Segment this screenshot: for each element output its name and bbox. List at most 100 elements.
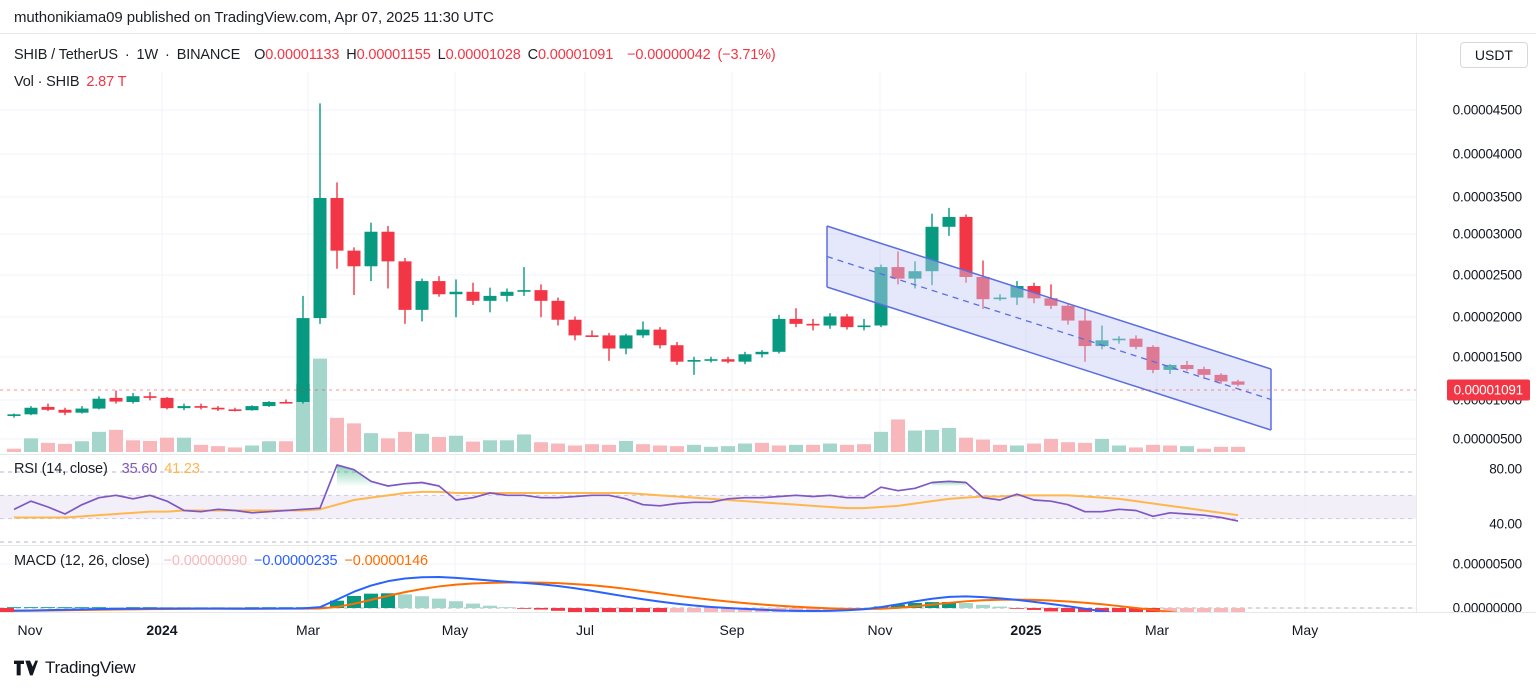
- time-tick-label: Jul: [576, 622, 594, 638]
- axis-tick-label: 0.00000500: [1452, 431, 1523, 447]
- candlestick: [823, 313, 837, 329]
- macd-histogram-bar: [449, 601, 463, 608]
- candlestick: [602, 332, 616, 361]
- volume-bar: [619, 440, 633, 452]
- macd-histogram-bar: [602, 608, 616, 612]
- volume-bar: [925, 429, 939, 452]
- candlestick: [1231, 379, 1245, 387]
- macd-histogram-bar: [891, 604, 905, 608]
- macd-histogram-bar: [1027, 608, 1041, 610]
- axis-tick-label: 0.00003000: [1452, 226, 1523, 242]
- candlestick: [738, 351, 752, 365]
- pane-separator-macd[interactable]: [0, 545, 1536, 546]
- volume-bar: [347, 423, 361, 452]
- time-tick-label: 2025: [1010, 622, 1042, 638]
- volume-bar: [993, 444, 1007, 452]
- macd-histogram-bar: [126, 607, 140, 608]
- candlestick: [58, 407, 72, 416]
- volume-bar: [568, 445, 582, 452]
- candlestick: [840, 313, 854, 330]
- header-divider: [0, 33, 1536, 34]
- axis-tick-label: 40.00: [1489, 516, 1522, 532]
- candlestick: [1163, 364, 1177, 375]
- macd-histogram-bar: [466, 603, 480, 608]
- candlestick: [330, 182, 344, 269]
- volume-bar: [840, 444, 854, 452]
- volume-bar: [1010, 445, 1024, 452]
- time-axis[interactable]: Nov 2024 Mar May Jul Sep Nov 2025 Mar May: [0, 612, 1536, 648]
- macd-histogram-bar: [245, 607, 259, 608]
- volume-bar: [721, 446, 735, 452]
- pane-separator-rsi[interactable]: [0, 454, 1536, 455]
- candlestick: [398, 258, 412, 324]
- price-axis[interactable]: USDT 0.00004500 0.00004000 0.00003500 0.000…: [1416, 34, 1536, 616]
- macd-histogram-bar: [432, 598, 446, 608]
- candlestick: [1197, 366, 1211, 379]
- published-text: muthonikiama09 published on TradingView.…: [14, 8, 494, 26]
- candlestick: [364, 222, 378, 282]
- candlestick: [449, 279, 463, 318]
- candlestick-series: [7, 103, 1245, 418]
- candlestick: [177, 403, 191, 411]
- volume-bar: [483, 440, 497, 452]
- axis-tick-label: 0.00003500: [1452, 189, 1523, 205]
- volume-bar: [194, 444, 208, 452]
- candlestick: [296, 295, 310, 404]
- volume-bar: [823, 443, 837, 452]
- volume-bar: [789, 444, 803, 452]
- macd-histogram-bar: [1078, 608, 1092, 612]
- candlestick: [636, 321, 650, 338]
- candlestick: [41, 403, 55, 412]
- macd-histogram-bar: [806, 608, 820, 612]
- volume-bar: [262, 441, 276, 452]
- current-price-badge[interactable]: 0.00001091: [1446, 379, 1530, 401]
- volume-bar: [755, 442, 769, 452]
- rsi-band-background: [0, 495, 1416, 519]
- macd-histogram-bar: [58, 607, 72, 608]
- candlestick: [160, 397, 174, 410]
- chart-frame: SHIB / TetherUS · 1W · BINANCE O0.00001133 H0.…: [0, 34, 1536, 646]
- macd-histogram-bar: [415, 596, 429, 608]
- volume-bar: [908, 430, 922, 452]
- volume-bar: [857, 444, 871, 452]
- candlestick: [1146, 345, 1160, 374]
- macd-histogram-bar: [483, 605, 497, 608]
- volume-bar: [704, 446, 718, 452]
- time-tick-label: May: [441, 622, 469, 638]
- volume-bar: [126, 440, 140, 452]
- candlestick: [347, 247, 361, 296]
- candlestick: [721, 356, 735, 364]
- candlestick: [466, 282, 480, 305]
- macd-histogram-bar: [942, 602, 956, 608]
- macd-line: [13, 576, 1113, 612]
- volume-bar: [517, 434, 531, 452]
- volume-bar: [1231, 446, 1245, 452]
- volume-bar: [415, 433, 429, 452]
- axis-tick-label: 0.00000500: [1452, 556, 1523, 572]
- macd-histogram-bar: [619, 608, 633, 612]
- macd-histogram-bar: [24, 607, 38, 608]
- candlestick: [75, 406, 89, 414]
- candlestick: [1180, 360, 1194, 371]
- tradingview-brand-text: TradingView: [45, 658, 136, 677]
- candlestick: [534, 284, 548, 318]
- macd-histogram-bar: [1044, 608, 1058, 612]
- time-tick-label: Sep: [719, 622, 745, 638]
- volume-bar: [7, 448, 21, 452]
- macd-histogram-bar: [109, 607, 123, 608]
- macd-histogram-bar: [721, 608, 735, 612]
- volume-bar: [602, 444, 616, 452]
- candlestick: [211, 406, 225, 412]
- candlestick: [1078, 309, 1092, 362]
- volume-bar: [1197, 448, 1211, 452]
- macd-histogram-bar: [228, 607, 242, 608]
- candlestick: [653, 327, 667, 349]
- chart-plot-area[interactable]: [0, 34, 1416, 612]
- axis-tick-label: 0.00004500: [1452, 102, 1523, 118]
- currency-chip[interactable]: USDT: [1459, 42, 1528, 68]
- descending-channel-drawing[interactable]: [826, 225, 1272, 431]
- macd-histogram-bar: [1112, 608, 1126, 612]
- axis-tick-label: 0.00001500: [1452, 349, 1523, 365]
- candlestick: [109, 390, 123, 404]
- volume-bar: [551, 443, 565, 452]
